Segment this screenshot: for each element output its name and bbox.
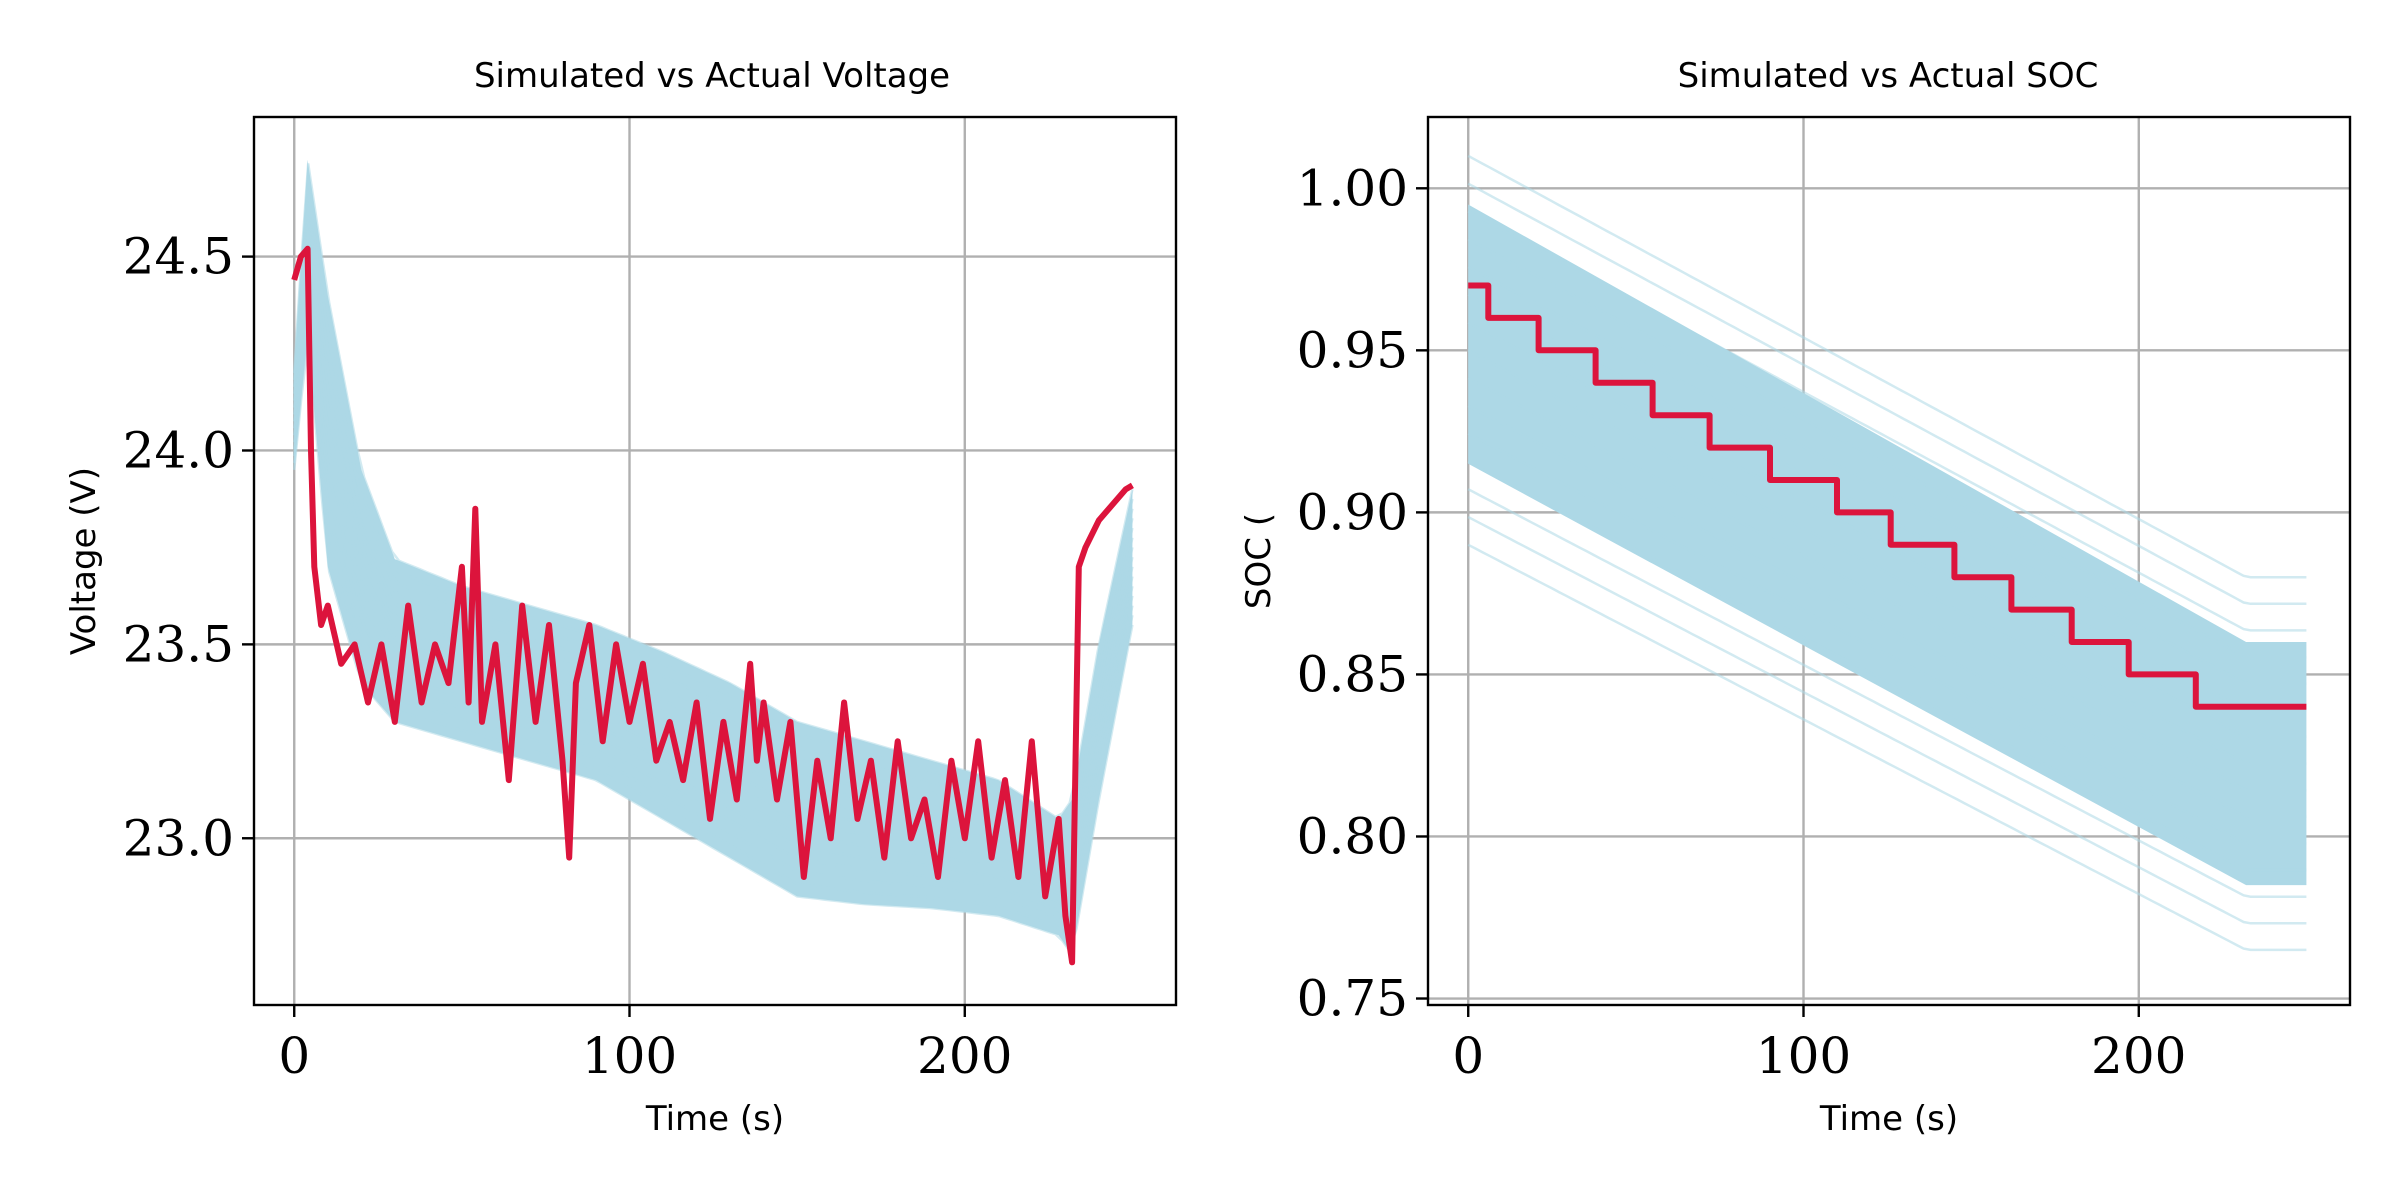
soc-simulated-trace xyxy=(1467,404,2307,819)
soc-simulated-trace xyxy=(1467,210,2307,632)
soc-simulated-trace xyxy=(1467,265,2307,685)
soc-simulated-trace xyxy=(1467,432,2307,845)
voltage-x-tick-label: 0 xyxy=(278,1027,310,1085)
soc-simulated-trace xyxy=(1467,238,2307,659)
voltage-x-axis-label: Time (s) xyxy=(645,1099,784,1139)
voltage-y-ticks: 23.0 23.5 24.0 24.5 xyxy=(123,228,254,867)
soc-simulated-trace xyxy=(1467,293,2307,712)
soc-simulated-trace xyxy=(1467,321,2307,739)
voltage-simulated-trace xyxy=(292,188,1134,836)
soc-x-axis-label: Time (s) xyxy=(1819,1099,1958,1139)
voltage-simulated-trace xyxy=(292,213,1134,852)
soc-y-tick-label: 0.85 xyxy=(1297,645,1408,703)
voltage-axes-frame xyxy=(252,115,1178,1007)
soc-simulated-trace xyxy=(1467,488,2307,898)
soc-simulated-trace xyxy=(1467,154,2307,579)
voltage-chart-title: Simulated vs Actual Voltage xyxy=(474,56,950,96)
voltage-x-ticks: 0 100 200 xyxy=(278,1005,1012,1085)
voltage-simulated-trace xyxy=(292,226,1134,861)
soc-simulated-trace xyxy=(1467,543,2307,952)
soc-y-axis-label: SOC ( xyxy=(1239,513,1279,609)
voltage-simulated-trace xyxy=(292,201,1134,844)
soc-y-tick-label: 0.80 xyxy=(1297,807,1408,865)
soc-simulated-trace xyxy=(1467,349,2307,765)
voltage-y-tick-label: 23.0 xyxy=(123,809,234,867)
soc-y-ticks: 0.75 0.80 0.85 0.90 0.95 1.00 xyxy=(1297,159,1428,1028)
voltage-simulated-trace xyxy=(292,175,1134,827)
soc-actual-line xyxy=(1468,282,2307,710)
soc-y-tick-label: 0.75 xyxy=(1297,970,1408,1028)
soc-y-tick-label: 1.00 xyxy=(1297,159,1408,217)
voltage-x-tick-label: 200 xyxy=(917,1027,1012,1085)
soc-y-tick-label: 0.95 xyxy=(1297,321,1408,379)
soc-simulated-trace xyxy=(1467,460,2307,872)
voltage-actual-trace xyxy=(291,245,1134,966)
voltage-actual-line xyxy=(291,245,1134,966)
voltage-simulated-trace xyxy=(292,340,1134,954)
voltage-chart: Simulated vs Actual Voltage 0 100 200 23.0… xyxy=(64,56,1178,1139)
soc-x-ticks: 0 100 200 xyxy=(1452,1005,2186,1085)
voltage-x-tick-label: 100 xyxy=(582,1027,677,1085)
voltage-simulated-trace xyxy=(292,327,1134,944)
soc-x-tick-label: 0 xyxy=(1452,1027,1484,1085)
voltage-y-tick-label: 23.5 xyxy=(123,615,234,673)
voltage-simulated-trace xyxy=(292,315,1134,933)
voltage-simulated-traces xyxy=(292,159,1134,955)
soc-x-tick-label: 200 xyxy=(2091,1027,2186,1085)
soc-actual-trace xyxy=(1468,282,2307,710)
soc-y-tick-label: 0.90 xyxy=(1297,483,1408,541)
voltage-y-tick-label: 24.0 xyxy=(123,421,234,479)
soc-axes-frame xyxy=(1426,115,2352,1007)
voltage-simulated-trace xyxy=(292,163,1134,819)
soc-simulated-trace xyxy=(1467,515,2307,925)
voltage-y-tick-label: 24.5 xyxy=(123,228,234,286)
soc-chart: Simulated vs Actual SOC 0 100 200 0.75 0.80… xyxy=(1239,56,2352,1139)
voltage-y-axis-label: Voltage (V) xyxy=(64,467,104,655)
soc-x-tick-label: 100 xyxy=(1756,1027,1851,1085)
soc-simulated-trace xyxy=(1467,376,2307,792)
soc-simulated-traces xyxy=(1467,154,2307,952)
soc-chart-title: Simulated vs Actual SOC xyxy=(1678,56,2099,96)
soc-simulated-trace xyxy=(1467,182,2307,606)
